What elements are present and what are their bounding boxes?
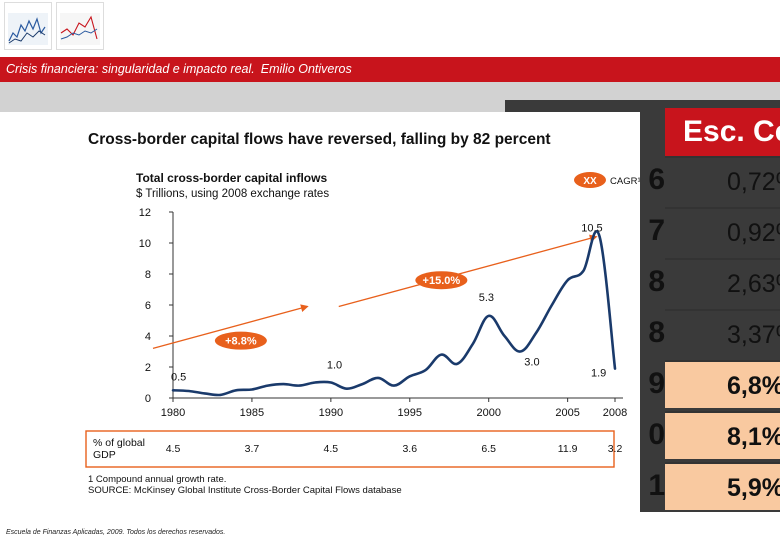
gdp-row-box [85,430,615,468]
cagr-arrow [152,304,309,350]
data-label: 1.9 [591,368,606,380]
x-tick-label: 1990 [319,407,343,419]
gdp-value: 3.2 [608,443,623,455]
chart-subtitle: $ Trillions, using 2008 exchange rates [136,188,329,200]
series-line [171,230,617,397]
rate-value: 6,8% [727,372,780,400]
gdp-value: 4.5 [166,443,181,455]
year-cell: 7 [640,207,665,255]
rate-value: 5,9% [727,474,780,502]
thumbnail-chart-1[interactable] [4,2,52,50]
chart-title: Total cross-border capital inflows [136,171,327,185]
cagr-annotations: +8.8% +15.0% [152,234,598,350]
gdp-value: 3.6 [402,443,417,455]
rate-row: 3,37% [665,309,780,357]
rate-value: 0,92% [727,219,780,247]
thumbnail-strip [4,2,104,52]
x-tick-label: 1980 [161,407,185,419]
rate-value: 8,1% [727,423,780,451]
slide-panel: Cross-border capital flows have reversed… [60,112,641,512]
y-tick-label: 10 [139,238,151,250]
gdp-row-header: % of global GDP [93,437,145,461]
cagr-arrow [338,234,598,308]
rate-value: 0,72% [727,168,780,196]
x-tick-label: 2000 [476,407,500,419]
gdp-value: 4.5 [324,443,339,455]
x-tick-label: 1985 [240,407,264,419]
x-tick-label: 2005 [555,407,579,419]
year-cell: 8 [640,309,665,357]
y-tick-label: 12 [139,207,151,219]
cagr-legend-label: CAGR¹ [610,176,640,187]
cagr-badge [214,331,267,350]
rate-column-header: Esc. Ce [665,108,780,156]
data-label: 0.5 [171,371,186,383]
presentation-title: Crisis financiera: singularidad e impact… [6,62,255,76]
cagr-badge [415,271,468,290]
cagr-badge-text: +8.8% [225,336,257,348]
slide-title: Cross-border capital flows have reversed… [88,131,551,148]
year-cell: 8 [640,258,665,306]
year-cell: 9 [640,360,665,408]
data-label: 3.0 [524,357,539,369]
y-tick-label: 2 [145,362,151,374]
data-labels: 0.5 1.0 5.3 3.0 10.5 1.9 [171,222,606,383]
cagr-badge-text: +15.0% [423,275,461,287]
y-tick-label: 8 [145,269,151,281]
x-tick-label: 2008 [603,407,627,419]
rate-row: 0,92% [665,207,780,255]
rate-row: 2,63% [665,258,780,306]
cagr-legend-badge-text: XX [583,176,597,187]
data-label: 1.0 [327,360,342,372]
cagr-legend-badge [574,172,606,188]
chart-svg: Cross-border capital flows have reversed… [85,131,641,496]
banner-title: Crisis financiera: singularidad e impact… [6,62,352,76]
y-tick-label: 0 [145,393,151,405]
source-note: SOURCE: McKinsey Global Institute Cross-… [88,485,402,496]
gdp-values: 4.5 3.7 4.5 3.6 6.5 11.9 3.2 [166,443,623,455]
gdp-value: 6.5 [481,443,496,455]
data-label: 5.3 [479,292,494,304]
x-tick-label: 1995 [398,407,422,419]
rate-value: 3,37% [727,321,780,349]
footnote: 1 Compound annual growth rate. [88,474,226,485]
gdp-value: 11.9 [558,443,578,455]
year-cell: 6 [640,156,665,204]
y-tick-label: 6 [145,300,151,312]
y-tick-label: 4 [145,331,151,343]
header-banner: Crisis financiera: singularidad e impact… [0,57,780,82]
rate-row: 0,72% [665,156,780,204]
rate-row-highlight: 6,8% [665,360,780,408]
thumbnail-chart-2[interactable] [56,2,104,50]
gdp-value: 3.7 [245,443,260,455]
year-cell: 0 [640,411,665,459]
rate-row-highlight: 5,9% [665,462,780,510]
rate-value: 2,63% [727,270,780,298]
author-name: Emilio Ontiveros [260,62,352,76]
chart-axes: 0 2 4 6 8 10 12 1980 1985 1990 1995 2000 2005 2008 [139,207,627,419]
data-label: 10.5 [581,222,602,234]
year-cell: 1 [640,462,665,510]
footer-copyright: Escuela de Finanzas Aplicadas, 2009. Tod… [6,529,226,536]
rate-row-highlight: 8,1% [665,411,780,459]
rate-column: Esc. Ce 0,72% 0,92% 2,63% 3,37% 6,8% 8,1… [665,100,780,512]
